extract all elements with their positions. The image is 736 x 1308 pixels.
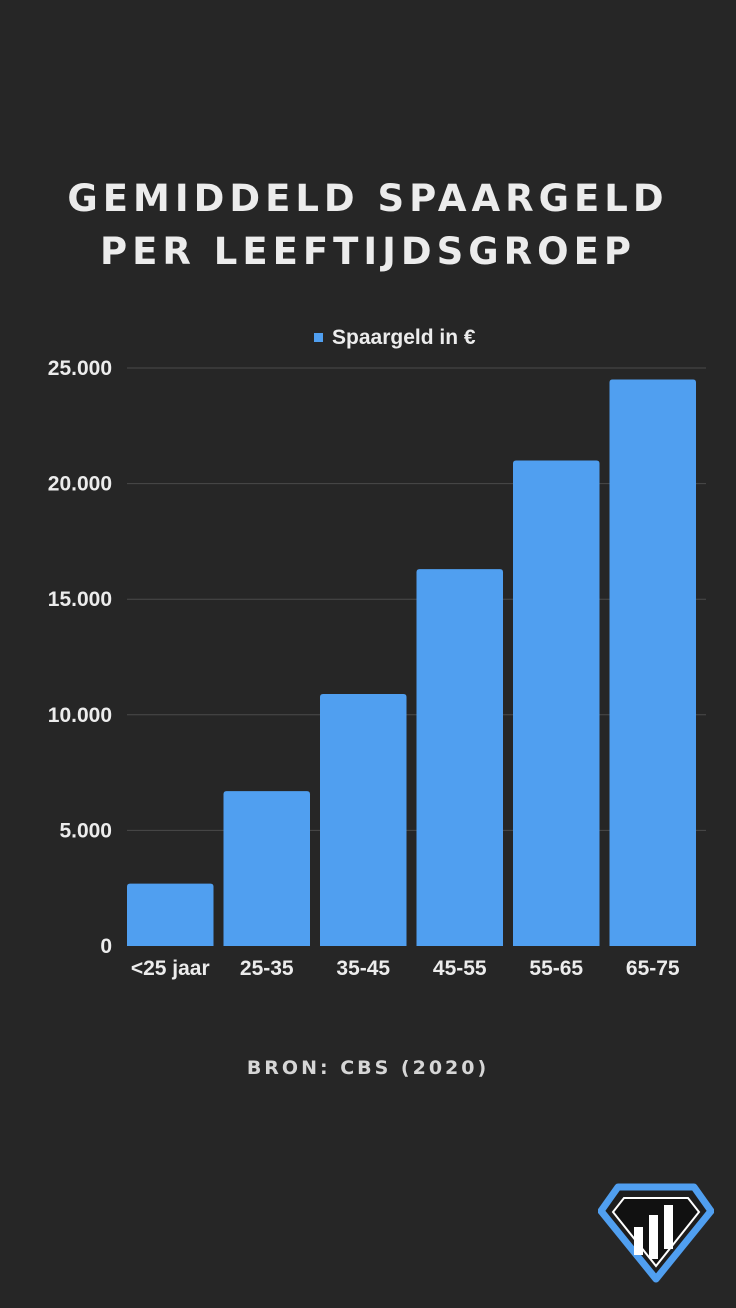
chart-title-line-1: GEMIDDELD SPAARGELD [67, 177, 669, 220]
legend: Spaargeld in € [314, 326, 476, 349]
x-tick-label: 25-35 [240, 957, 294, 980]
y-tick-label: 0 [100, 935, 112, 958]
bar [127, 883, 214, 946]
y-axis-ticks: 0 5.000 10.000 15.000 20.000 25.000 [48, 357, 112, 958]
bar [609, 379, 696, 946]
y-tick-label: 15.000 [48, 588, 112, 611]
x-tick-label: 55-65 [529, 957, 583, 980]
x-tick-label: 45-55 [433, 957, 487, 980]
chart-title: GEMIDDELD SPAARGELD PER LEEFTIJDSGROEP [0, 172, 736, 278]
y-tick-label: 10.000 [48, 704, 112, 727]
logo-diamond-icon [598, 1183, 714, 1283]
chart-title-line-2: PER LEEFTIJDSGROEP [99, 230, 636, 273]
y-tick-label: 25.000 [48, 357, 112, 380]
bar [416, 569, 503, 946]
bar [320, 693, 407, 946]
bars [127, 379, 696, 946]
legend-label: Spaargeld in € [332, 326, 476, 349]
y-tick-label: 5.000 [59, 819, 112, 842]
x-tick-label: 35-45 [336, 957, 390, 980]
x-axis-ticks: <25 jaar 25-35 35-45 45-55 55-65 65-75 [131, 957, 680, 980]
source-note: BRON: CBS (2020) [246, 1057, 490, 1079]
y-tick-label: 20.000 [48, 473, 112, 496]
x-tick-label: 65-75 [626, 957, 680, 980]
x-tick-label: <25 jaar [131, 957, 210, 980]
bar [513, 460, 600, 946]
bar [223, 791, 310, 946]
legend-swatch [314, 333, 323, 342]
